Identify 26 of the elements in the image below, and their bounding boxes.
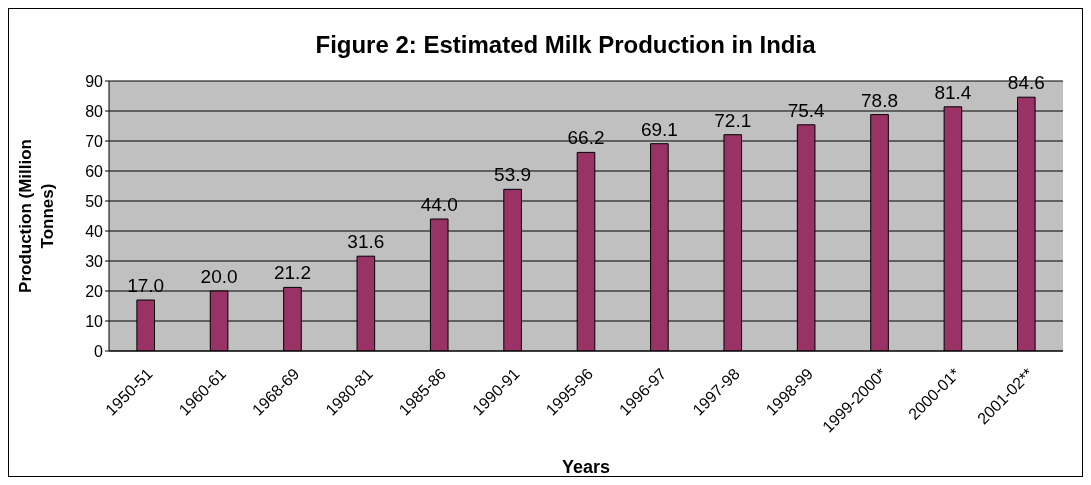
data-label: 20.0 bbox=[200, 266, 238, 287]
y-tick-label: 50 bbox=[85, 192, 104, 210]
x-axis-title: Years bbox=[561, 457, 611, 477]
data-label: 81.4 bbox=[934, 81, 972, 103]
data-label: 21.2 bbox=[273, 262, 311, 284]
data-label: 44.0 bbox=[420, 194, 458, 215]
chart-title: Figure 2: Estimated Milk Production in India bbox=[314, 31, 817, 59]
data-label: 84.6 bbox=[1007, 72, 1045, 94]
y-tick-label: 90 bbox=[85, 72, 104, 90]
y-tick-label: 60 bbox=[85, 162, 104, 180]
data-label: 17.0 bbox=[127, 275, 165, 296]
data-label: 75.4 bbox=[787, 99, 826, 121]
data-label: 66.2 bbox=[567, 127, 605, 149]
y-tick-label: 10 bbox=[85, 312, 104, 330]
data-label: 72.1 bbox=[714, 109, 752, 131]
data-label: 53.9 bbox=[494, 164, 532, 186]
data-label: 31.6 bbox=[347, 231, 385, 253]
y-tick-label: 0 bbox=[94, 342, 104, 360]
y-tick-label: 20 bbox=[85, 282, 104, 300]
y-tick-label: 40 bbox=[85, 222, 104, 240]
y-tick-label: 70 bbox=[85, 132, 104, 150]
y-tick-label: 80 bbox=[85, 102, 104, 120]
y-axis-title: Production (Million Tonnes) bbox=[16, 139, 57, 293]
y-tick-label: 30 bbox=[85, 252, 104, 270]
data-label: 78.8 bbox=[861, 89, 899, 111]
data-label: 69.1 bbox=[640, 118, 678, 140]
